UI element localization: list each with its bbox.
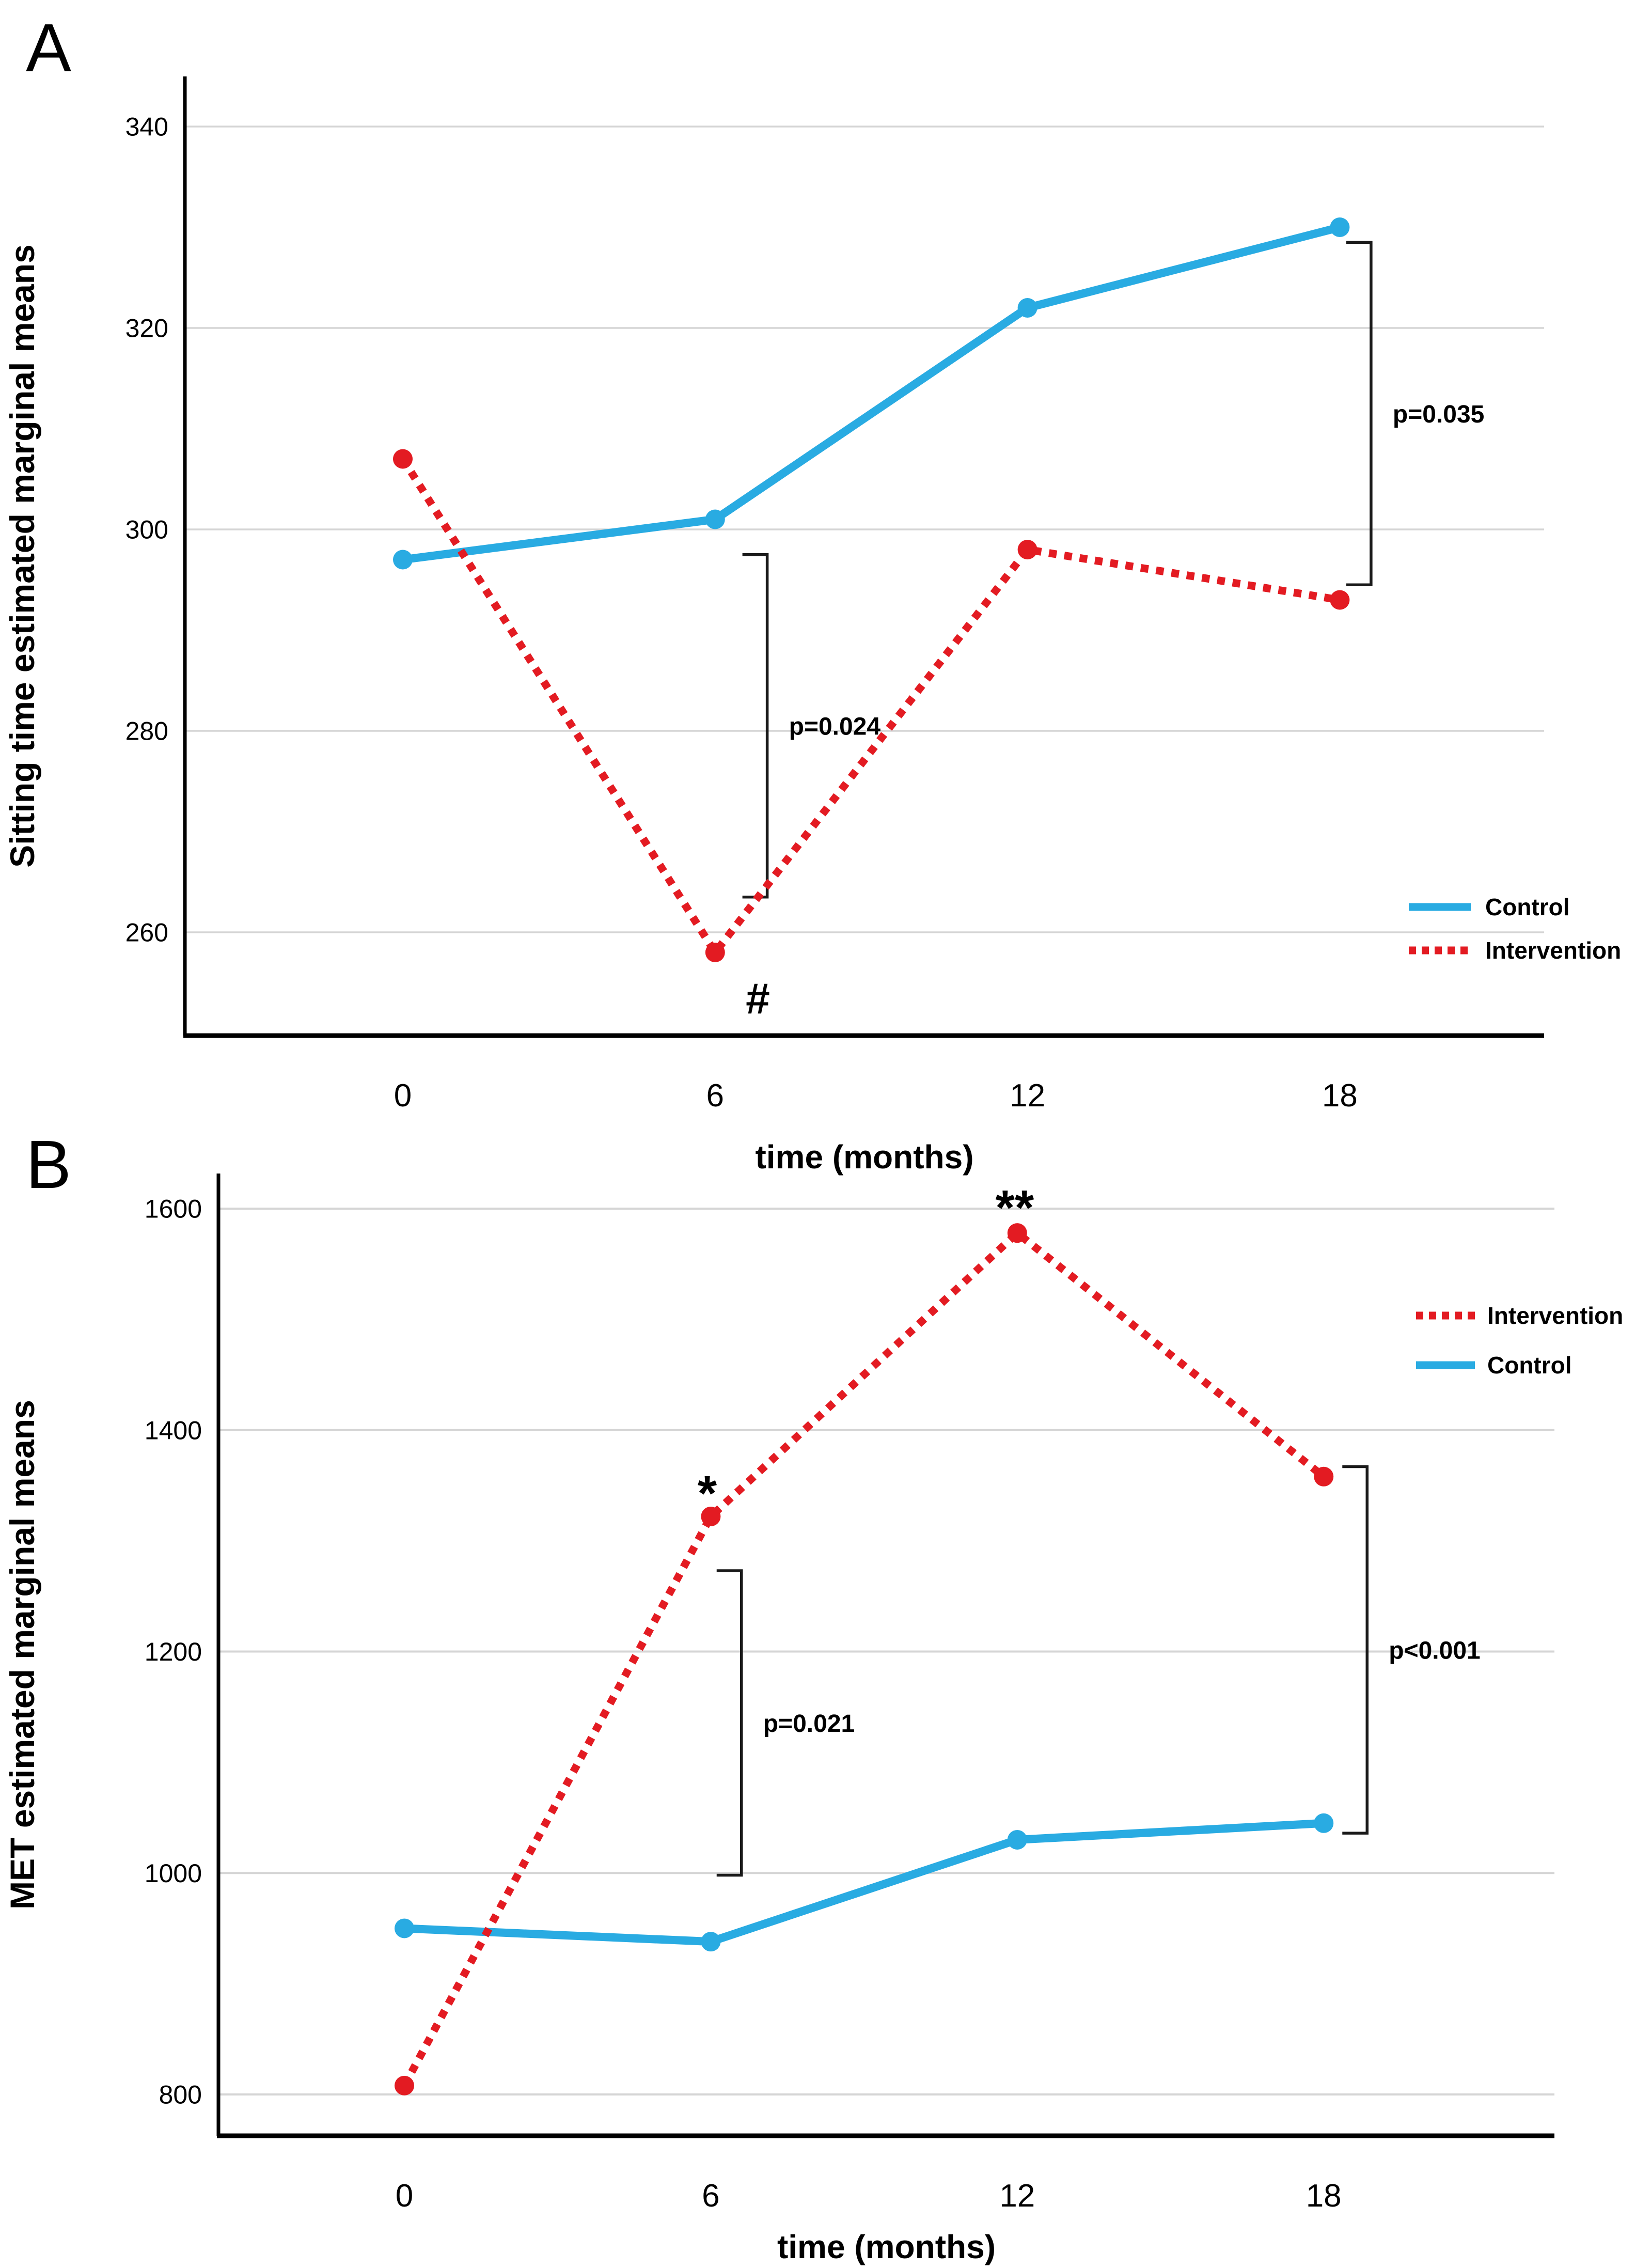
significance-bracket-2 bbox=[1342, 1465, 1369, 1835]
x-tick-label: 18 bbox=[1322, 1078, 1358, 1114]
y-tick-label: 260 bbox=[125, 918, 168, 947]
control-point-month-18 bbox=[1330, 217, 1350, 237]
x-tick-label: 12 bbox=[1010, 1078, 1045, 1114]
y-tick-label: 1400 bbox=[145, 1416, 202, 1445]
intervention-point-month-18 bbox=[1330, 590, 1350, 610]
y-tick-label: 1000 bbox=[145, 1859, 202, 1888]
significance-bracket-2 bbox=[1346, 241, 1373, 586]
y-tick-label: 300 bbox=[125, 515, 168, 544]
gridlines bbox=[185, 126, 1544, 933]
gridlines bbox=[218, 1208, 1554, 2095]
x-tick-label: 0 bbox=[396, 2178, 413, 2214]
x-tick-label: 6 bbox=[702, 2178, 719, 2214]
p-value-label: p=0.035 bbox=[1393, 401, 1484, 428]
y-axis-title: Sitting time estimated marginal means bbox=[3, 244, 41, 868]
control-point-month-0 bbox=[393, 550, 413, 570]
control-point-month-12 bbox=[1007, 1829, 1027, 1850]
x-tick-label: 6 bbox=[706, 1078, 724, 1114]
y-tick-label: 340 bbox=[125, 113, 168, 142]
control-point-month-6 bbox=[701, 1932, 721, 1952]
intervention-point-month-6 bbox=[705, 943, 725, 962]
panel-a: 260 280 300 320 340 0 6 12 18 time (months) Sittin… bbox=[3, 10, 1621, 1176]
intervention-point-month-12 bbox=[1007, 1223, 1027, 1243]
legend: Intervention Control bbox=[1416, 1302, 1623, 1379]
intervention-point-month-6 bbox=[701, 1506, 721, 1526]
legend-label-intervention: Intervention bbox=[1485, 937, 1621, 964]
legend-label-control: Control bbox=[1487, 1352, 1572, 1379]
annotation-asterisk: * bbox=[698, 1466, 717, 1521]
p-value-label: p=0.021 bbox=[763, 1710, 855, 1738]
annotation-asterisk: ** bbox=[995, 1180, 1034, 1235]
control-line bbox=[399, 223, 1344, 564]
intervention-line bbox=[401, 1229, 1326, 2088]
intervention-line bbox=[399, 457, 1341, 957]
y-tick-label: 1600 bbox=[145, 1195, 202, 1224]
x-axis-title: time (months) bbox=[755, 1138, 973, 1176]
legend-label-control: Control bbox=[1485, 894, 1570, 920]
panel-b: 800 1000 1200 1400 1600 0 6 12 18 time (months) ME… bbox=[3, 1127, 1623, 2265]
control-point-month-0 bbox=[395, 1918, 414, 1938]
control-point-month-12 bbox=[1017, 298, 1037, 318]
intervention-point-month-0 bbox=[393, 449, 413, 469]
p-value-label: p=0.024 bbox=[789, 713, 881, 740]
intervention-point-month-0 bbox=[395, 2075, 414, 2095]
legend-label-intervention: Intervention bbox=[1487, 1302, 1623, 1329]
panel-label: A bbox=[26, 10, 71, 86]
x-tick-label: 18 bbox=[1306, 2178, 1342, 2214]
y-tick-label: 320 bbox=[125, 314, 168, 343]
x-tick-label: 0 bbox=[394, 1078, 412, 1114]
annotation-hash: # bbox=[746, 974, 770, 1023]
panel-label: B bbox=[26, 1127, 71, 1202]
intervention-point-month-12 bbox=[1017, 540, 1037, 559]
legend: Control Intervention bbox=[1409, 894, 1621, 964]
control-point-month-18 bbox=[1314, 1813, 1334, 1833]
significance-bracket-1 bbox=[716, 1569, 743, 1877]
p-value-label: p<0.001 bbox=[1389, 1637, 1480, 1664]
y-tick-label: 1200 bbox=[145, 1637, 202, 1666]
y-axis-title: MET estimated marginal means bbox=[3, 1400, 41, 1910]
control-point-month-6 bbox=[705, 509, 725, 529]
control-line bbox=[400, 1819, 1328, 1946]
intervention-point-month-18 bbox=[1314, 1466, 1334, 1487]
significance-bracket-1 bbox=[742, 553, 769, 899]
x-axis-title: time (months) bbox=[777, 2228, 996, 2265]
y-tick-label: 280 bbox=[125, 717, 168, 746]
y-tick-label: 800 bbox=[159, 2081, 202, 2109]
x-tick-label: 12 bbox=[999, 2178, 1035, 2214]
